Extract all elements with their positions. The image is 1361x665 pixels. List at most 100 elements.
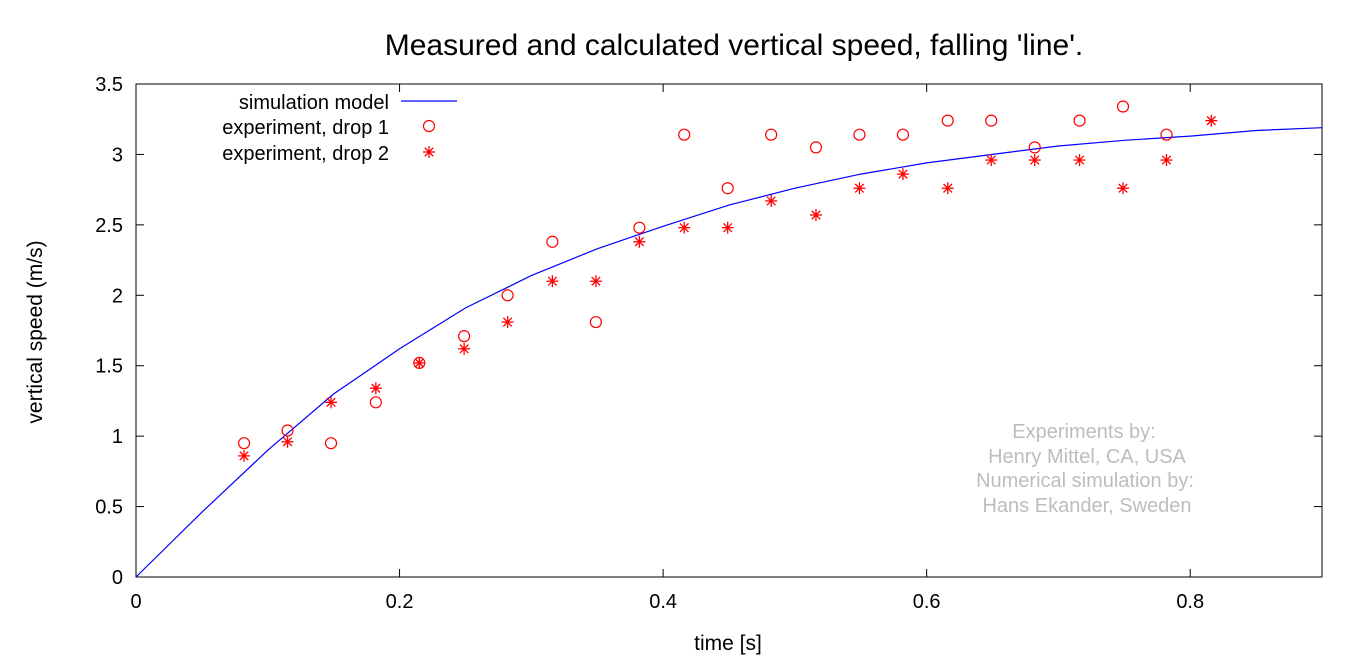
x-axis-label: time [s] — [694, 632, 762, 655]
asterisk-stroke — [239, 451, 249, 461]
series-drop-2 — [238, 114, 1218, 462]
legend-swatch-drop-1 — [422, 119, 436, 133]
data-point — [238, 449, 251, 462]
credit-line-2: Henry Mittel, CA, USA — [988, 446, 1186, 468]
x-tick-label: 0.2 — [386, 591, 414, 613]
y-tick-label: 3.5 — [95, 74, 123, 96]
data-point — [1073, 154, 1086, 167]
data-point — [458, 330, 471, 343]
legend-swatch-drop-2 — [423, 146, 435, 158]
legend-label-drop-1: experiment, drop 1 — [222, 117, 389, 139]
x-axis: 0 0.2 0.4 0.6 0.8 — [130, 84, 1204, 613]
asterisk-stroke — [282, 437, 293, 447]
series-drop-1 — [237, 100, 1173, 450]
credit-line-4: Hans Ekander, Sweden — [982, 495, 1191, 517]
data-point — [458, 342, 471, 355]
asterisk-stroke — [854, 183, 865, 193]
data-point — [1028, 154, 1041, 167]
data-point — [501, 289, 514, 302]
data-point — [809, 141, 823, 154]
data-point — [589, 275, 602, 288]
asterisk-stroke — [326, 397, 336, 408]
data-point — [853, 182, 866, 195]
data-point — [1160, 154, 1173, 167]
asterisk-stroke — [898, 169, 908, 179]
y-tick-label: 0.5 — [95, 497, 123, 519]
asterisk-stroke — [547, 276, 558, 286]
data-point — [678, 221, 691, 234]
data-point — [765, 194, 778, 207]
plot-area — [135, 83, 1323, 578]
data-point — [721, 182, 734, 195]
asterisk-stroke — [766, 196, 776, 206]
data-point — [501, 316, 514, 329]
chart-title: Measured and calculated vertical speed, … — [385, 29, 1084, 62]
x-tick-label: 0 — [130, 591, 141, 613]
data-point — [1116, 100, 1130, 113]
data-point — [369, 382, 382, 395]
data-point — [1160, 128, 1173, 141]
data-point — [1073, 114, 1086, 127]
x-tick-label: 0.6 — [913, 591, 941, 613]
credits-annotation: Experiments by: Henry Mittel, CA, USA Nu… — [976, 421, 1194, 517]
data-point — [941, 114, 954, 127]
asterisk-stroke — [1206, 115, 1217, 126]
asterisk-stroke — [502, 317, 513, 327]
data-point — [896, 168, 909, 181]
legend: simulation model experiment, drop 1 expe… — [222, 92, 457, 165]
asterisk-stroke — [722, 222, 733, 233]
asterisk-stroke — [811, 210, 821, 220]
x-tick-label: 0.8 — [1176, 591, 1204, 613]
data-point — [1205, 114, 1218, 127]
data-point — [324, 437, 338, 450]
asterisk-stroke — [986, 155, 996, 165]
credit-line-3: Numerical simulation by: — [976, 470, 1194, 492]
data-point — [1028, 141, 1041, 154]
y-tick-label: 2.5 — [95, 215, 123, 237]
data-point — [369, 396, 382, 409]
plot-border — [135, 83, 1323, 578]
legend-label-simulation: simulation model — [239, 92, 389, 114]
y-axis-label: vertical speed (m/s) — [24, 240, 47, 423]
data-point — [281, 435, 294, 448]
y-tick-label: 1 — [112, 426, 123, 448]
data-point — [941, 182, 954, 195]
data-point — [546, 275, 559, 288]
series-layer — [135, 100, 1323, 578]
asterisk-stroke — [591, 276, 601, 286]
asterisk-stroke — [414, 358, 425, 368]
y-tick-label: 0 — [112, 567, 123, 589]
y-tick-label: 2 — [112, 285, 123, 307]
y-axis: 0 0.5 1 1.5 2 2.5 3 3.5 — [95, 74, 1322, 589]
asterisk-stroke — [371, 383, 381, 393]
data-point — [721, 221, 734, 234]
data-point — [413, 356, 426, 369]
y-tick-label: 3 — [112, 144, 123, 166]
y-tick-label: 1.5 — [95, 356, 123, 378]
asterisk-stroke — [1161, 155, 1172, 165]
asterisk-stroke — [424, 147, 434, 157]
data-point — [589, 315, 603, 329]
data-point — [896, 128, 910, 141]
data-point — [1117, 182, 1130, 195]
x-tick-label: 0.4 — [649, 591, 677, 613]
data-point — [809, 208, 822, 221]
data-point — [633, 235, 646, 248]
data-point — [765, 128, 778, 141]
data-point — [633, 221, 646, 234]
credit-line-1: Experiments by: — [1012, 421, 1155, 443]
asterisk-stroke — [1030, 155, 1040, 165]
asterisk-stroke — [459, 344, 469, 354]
data-point — [985, 154, 998, 167]
data-point — [546, 235, 559, 248]
data-point — [237, 437, 251, 450]
data-point — [325, 396, 338, 409]
data-point — [853, 128, 866, 141]
asterisk-stroke — [679, 222, 689, 233]
asterisk-stroke — [634, 237, 645, 247]
asterisk-stroke — [1118, 183, 1128, 193]
asterisk-stroke — [1074, 155, 1085, 165]
data-point — [985, 114, 998, 127]
asterisk-stroke — [943, 183, 953, 193]
